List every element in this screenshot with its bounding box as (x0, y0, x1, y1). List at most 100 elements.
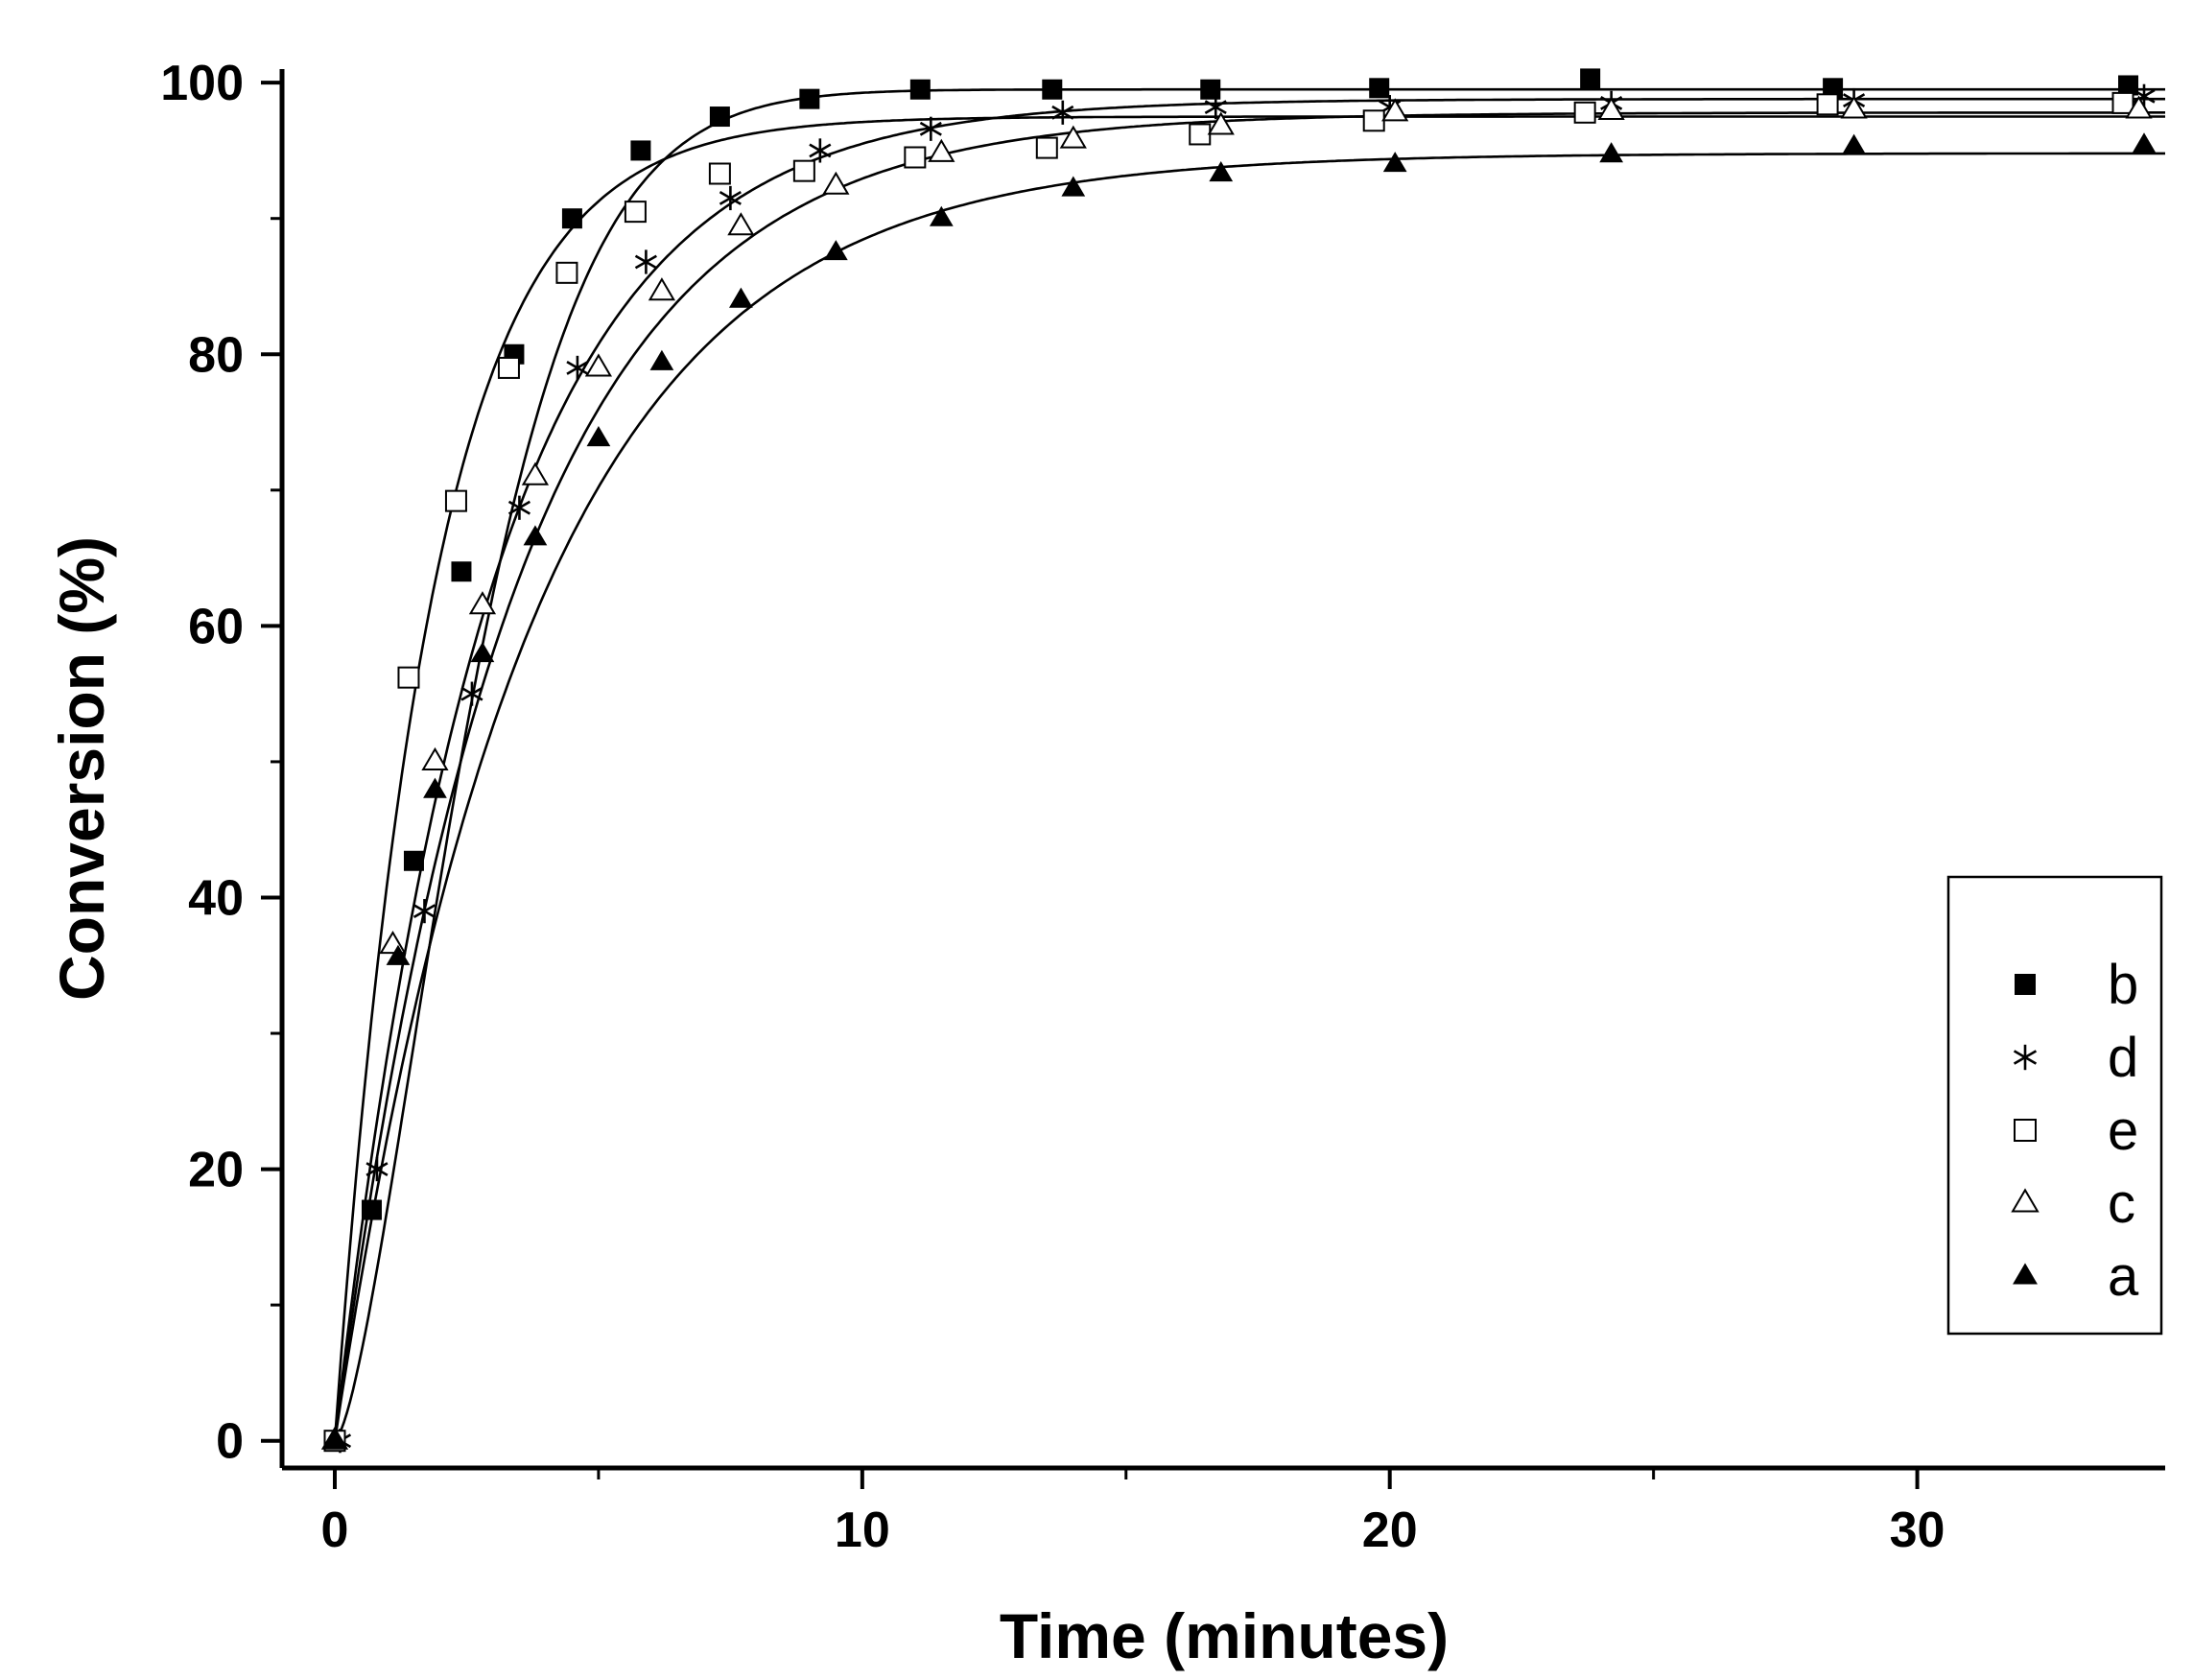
data-point-d (719, 185, 742, 211)
legend-marker-d (2013, 1044, 2038, 1071)
data-point-b (1369, 78, 1390, 99)
data-point-b (403, 850, 424, 871)
data-point-d (634, 249, 657, 274)
data-point-d (507, 495, 531, 520)
data-point-e (1035, 136, 1058, 159)
x-tick-label: 20 (1362, 1503, 1418, 1558)
legend-label-d: d (2108, 1027, 2138, 1089)
y-tick-label: 60 (188, 599, 244, 654)
data-point-c (648, 277, 676, 301)
data-point-a (322, 1428, 347, 1449)
data-point-e (904, 146, 927, 169)
data-point-d (366, 1156, 389, 1182)
data-point-d (413, 899, 436, 924)
data-points (320, 68, 2157, 1454)
data-point-c (1059, 125, 1087, 149)
data-point-c (421, 746, 449, 770)
data-point-b (361, 1199, 382, 1220)
data-point-a (470, 642, 495, 663)
data-point-e (1189, 123, 1212, 146)
data-point-e (792, 159, 815, 182)
data-point-c (1381, 98, 1409, 122)
data-point-a (386, 944, 411, 965)
data-point-e (624, 201, 647, 224)
data-point-d (460, 681, 483, 706)
y-tick-label: 0 (216, 1414, 244, 1470)
legend-item-c: c (2011, 1172, 2135, 1235)
legend-item-b: b (2015, 954, 2138, 1016)
data-point-c (1207, 111, 1235, 135)
legend-item-a: a (2013, 1245, 2139, 1308)
data-point-a (2132, 132, 2157, 154)
data-point-c (584, 353, 613, 377)
data-point-a (1209, 160, 1234, 182)
data-point-c (468, 591, 497, 615)
data-point-e (555, 261, 578, 284)
legend-item-e: e (2014, 1100, 2138, 1162)
data-point-e (1816, 93, 1839, 116)
data-point-b (1200, 79, 1221, 100)
data-point-a (929, 205, 954, 226)
data-point-c (822, 171, 850, 195)
axes (279, 69, 2165, 1471)
fit-curve-d (333, 97, 2165, 1441)
data-point-b (630, 140, 651, 161)
data-point-c (1597, 96, 1625, 120)
legend-label-e: e (2108, 1100, 2138, 1162)
data-point-c (2125, 95, 2153, 119)
data-point-a (729, 287, 753, 308)
data-point-e (497, 356, 520, 379)
data-point-b (451, 561, 472, 582)
y-axis-title: Conversion (%) (46, 536, 117, 1001)
data-point-b (1042, 79, 1063, 100)
data-point-b (1823, 78, 1844, 99)
data-point-e (397, 666, 420, 689)
data-point-d (919, 116, 942, 141)
y-tick-label: 100 (160, 56, 244, 111)
data-point-a (523, 525, 548, 546)
data-point-e (1573, 101, 1596, 124)
data-point-a (586, 426, 611, 447)
data-point-b (909, 79, 931, 100)
data-point-e (1362, 109, 1385, 132)
data-point-a (823, 240, 848, 261)
legend-marker-c (2011, 1188, 2040, 1213)
legend-marker-b (2015, 974, 2036, 995)
data-point-c (521, 461, 550, 485)
fit-curves (333, 87, 2165, 1442)
x-tick-label: 0 (321, 1503, 349, 1558)
legend-label-b: b (2108, 954, 2138, 1016)
data-point-c (1840, 95, 1868, 119)
fit-curve-c (333, 111, 2165, 1441)
data-point-d (1204, 95, 1227, 120)
data-point-d (809, 138, 832, 163)
legend-box (1946, 875, 2163, 1336)
data-point-c (727, 212, 755, 236)
data-point-a (1599, 142, 1624, 163)
data-point-b (2118, 75, 2139, 96)
fit-curve-a (333, 152, 2165, 1441)
x-axis-title: Time (minutes) (1000, 1600, 1449, 1671)
fit-curve-e (333, 115, 2165, 1441)
x-tick-label: 30 (1890, 1503, 1945, 1558)
fit-curve-b (334, 87, 2165, 1442)
data-point-a (1842, 133, 1866, 154)
legend-marker-e (2014, 1119, 2037, 1142)
ticks: 0 10 20 30 0 20 40 60 80 100 (160, 56, 1945, 1558)
data-point-b (709, 106, 730, 128)
data-point-b (1580, 68, 1601, 89)
data-point-d (1051, 100, 1074, 125)
legend-label-c: c (2108, 1172, 2135, 1235)
y-tick-label: 20 (188, 1143, 244, 1198)
legend-item-d: d (2013, 1027, 2138, 1089)
x-tick-label: 10 (835, 1503, 890, 1558)
data-point-a (1061, 176, 1086, 197)
data-point-e (444, 489, 467, 512)
data-point-c (928, 138, 955, 162)
data-point-e (2111, 91, 2134, 114)
data-point-a (423, 777, 447, 798)
data-point-b (561, 208, 582, 229)
data-point-c (379, 931, 407, 955)
